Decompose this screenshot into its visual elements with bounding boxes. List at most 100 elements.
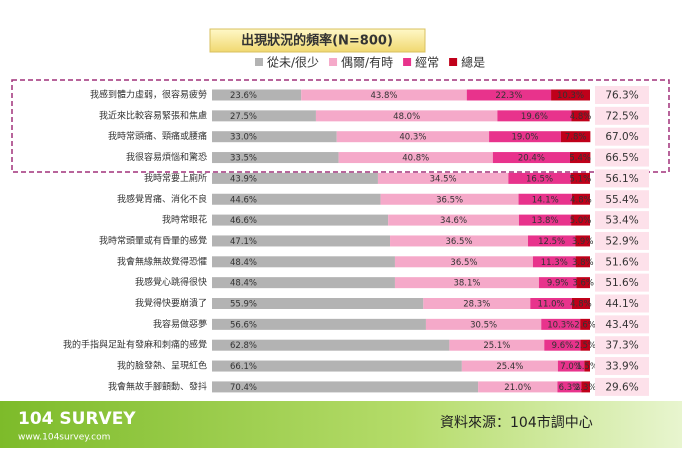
data-label: 20.4% [518, 154, 545, 164]
bar-segment [508, 172, 571, 184]
legend-label: 經常 [415, 56, 439, 70]
legend-swatch [403, 58, 412, 66]
data-label: 36.5% [436, 195, 463, 205]
total-box [595, 294, 649, 313]
total-label: 29.6% [605, 381, 638, 393]
y-tick-label: 我的臉發熱、呈現紅色 [117, 360, 207, 372]
data-label: 27.5% [230, 112, 257, 122]
y-tick-label: 我容易做惡夢 [153, 318, 207, 330]
bar-segment [530, 298, 572, 309]
data-label: 1.5% [576, 362, 598, 372]
data-label: 9.9% [547, 279, 569, 289]
bar-segment [336, 131, 490, 143]
legend-swatch [329, 58, 338, 66]
data-label: 16.5% [526, 174, 553, 184]
total-box [595, 377, 649, 396]
data-label: 34.5% [430, 174, 457, 184]
bar-segment [571, 193, 590, 205]
total-box [595, 148, 649, 167]
data-label: 48.0% [393, 112, 420, 122]
y-tick-label: 我會無緣無故覺得恐懼 [117, 255, 207, 267]
y-tick-label: 我很容易煩惱和驚恐 [126, 151, 207, 163]
total-label: 37.3% [605, 340, 638, 352]
bar-segment [466, 89, 552, 101]
total-label: 33.9% [605, 361, 638, 373]
total-box [595, 336, 649, 355]
data-label: 33.0% [230, 133, 257, 143]
bar-segment [538, 277, 577, 289]
bar-segment [532, 256, 576, 268]
bar-segment [461, 360, 558, 372]
bar-segment [388, 214, 519, 226]
bar-segment [575, 256, 590, 268]
bar-segment [557, 360, 585, 372]
bar-segment [338, 152, 493, 164]
data-label: 2.3% [575, 383, 597, 393]
highlight-box [11, 79, 670, 173]
bar-segment [212, 298, 424, 309]
data-label: 34.6% [440, 216, 467, 226]
data-label: 40.8% [402, 154, 429, 164]
total-box [595, 86, 649, 104]
bar-segment [212, 172, 378, 184]
bar-segment [580, 339, 590, 351]
bar-segment [580, 318, 590, 330]
data-label: 14.1% [532, 195, 559, 205]
bar-segment [576, 277, 590, 289]
total-label: 53.4% [605, 215, 638, 227]
y-tick-label: 我會無故手腳顫動、發抖 [108, 380, 207, 392]
bar-segment [425, 318, 542, 330]
total-label: 67.0% [605, 131, 638, 143]
bar-segment [449, 339, 545, 351]
data-label: 46.6% [230, 216, 257, 226]
bar-segment [212, 318, 426, 330]
data-label: 33.5% [230, 154, 257, 164]
data-label: 2.6% [574, 320, 596, 330]
data-label: 25.4% [496, 362, 523, 372]
data-label: 5.1% [570, 174, 592, 184]
bar-segment [497, 110, 572, 122]
bar-segment [212, 360, 462, 372]
data-label: 3.9% [572, 237, 594, 247]
chart-title: 出現狀況的頻率(N=800) [241, 33, 393, 49]
y-tick-label: 我時常頭暈或有昏暈的感覺 [99, 234, 207, 246]
bar-segment [394, 256, 533, 268]
title-box [209, 28, 426, 53]
bar-segment [380, 193, 519, 205]
bar-segment [571, 214, 590, 226]
bar-segment [212, 131, 337, 143]
total-label: 44.1% [605, 298, 638, 310]
bar-segment [212, 381, 479, 393]
bar-segment [212, 339, 450, 351]
data-label: 3.6% [572, 279, 594, 289]
total-label: 55.4% [605, 194, 638, 206]
footer-band [0, 401, 682, 448]
total-label: 43.4% [605, 319, 638, 331]
bar-segment [394, 277, 539, 289]
total-box [595, 169, 649, 188]
data-label: 47.1% [230, 237, 257, 247]
data-label: 44.6% [230, 195, 257, 205]
bar-segment [212, 235, 391, 247]
data-label: 48.4% [230, 279, 257, 289]
data-label: 43.8% [370, 91, 397, 101]
total-label: 51.6% [605, 277, 638, 289]
bar-segment [575, 235, 590, 247]
y-tick-label: 我感到體力虛弱，很容易疲勞 [90, 89, 207, 101]
footer-url: www.104survey.com [18, 433, 110, 443]
total-box [595, 357, 649, 376]
total-box [595, 231, 649, 250]
total-label: 72.5% [605, 110, 638, 122]
bar-segment [301, 89, 467, 101]
bar-segment [423, 298, 531, 309]
data-label: 36.5% [450, 258, 477, 268]
data-label: 10.3% [547, 320, 574, 330]
data-label: 12.5% [538, 237, 565, 247]
data-label: 4.8% [570, 300, 592, 310]
bar-segment [518, 214, 572, 226]
bar-segment [478, 381, 558, 393]
y-tick-label: 我覺得快要崩潰了 [135, 297, 207, 309]
data-label: 5.4% [569, 154, 591, 164]
total-label: 66.5% [605, 152, 638, 164]
total-box [595, 252, 649, 271]
